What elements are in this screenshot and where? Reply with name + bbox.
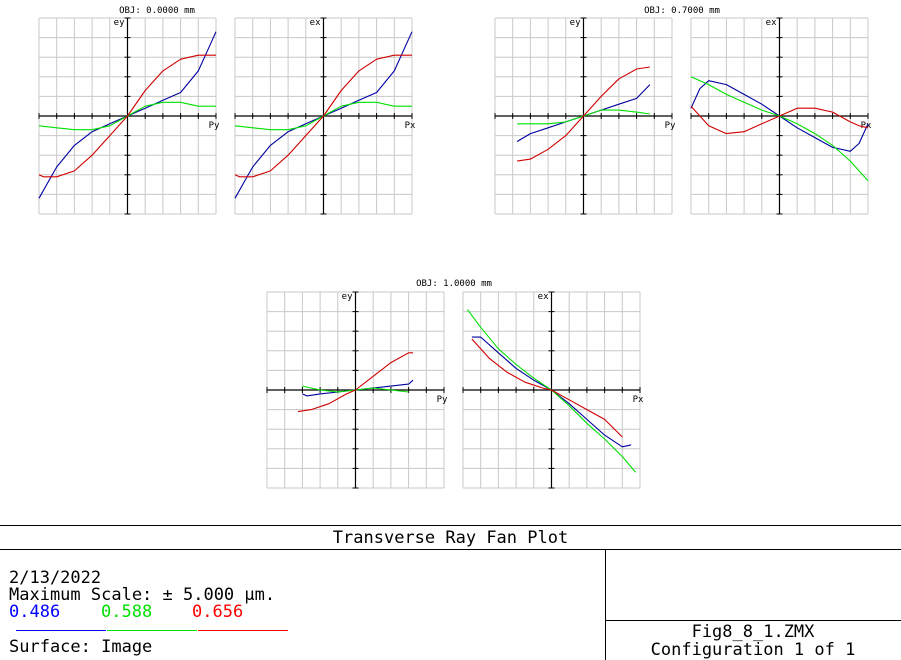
wavelength-label-2: 0.588 xyxy=(101,602,153,622)
configuration-text: Configuration 1 of 1 xyxy=(650,640,856,660)
info-footer: Transverse Ray Fan Plot 2/13/2022 Maximu… xyxy=(0,525,901,660)
wavelength-label-3: 0.656 xyxy=(192,602,244,622)
wavelength-line-3 xyxy=(198,630,288,631)
field-title-2: OBJ: 0.7000 mm xyxy=(644,6,720,16)
field3-ey-series-0.656 xyxy=(297,352,413,413)
wavelength-label-1: 0.486 xyxy=(9,602,61,622)
field3-ex-y-label: ex xyxy=(538,292,549,302)
field1-ey-y-label: ey xyxy=(114,18,125,28)
title-divider xyxy=(0,549,901,550)
field2-ex-y-label: ex xyxy=(766,18,777,28)
field1-ex-y-label: ex xyxy=(310,18,321,28)
field-title-1: OBJ: 0.0000 mm xyxy=(119,6,195,16)
file-name: Fig8_8_1.ZMX xyxy=(691,622,815,642)
field1-ey-series-0.656 xyxy=(38,54,216,178)
field3-ex-x-label: Px xyxy=(633,395,644,405)
date-text: 2/13/2022 xyxy=(9,568,102,588)
wavelength-line-2 xyxy=(107,630,197,631)
ray-fan-plot-area: OBJ: 0.0000 mm ey Py ex Px OBJ: 0.7000 mm ey Py… xyxy=(38,6,872,489)
field3-ey-y-label: ey xyxy=(342,292,353,302)
field1-ex-series-0.656 xyxy=(234,54,412,178)
field2-ey-y-label: ey xyxy=(570,18,581,28)
field2-ey-series-0.656 xyxy=(517,66,650,162)
field2-ey-x-label: Py xyxy=(665,121,676,131)
field1-ey-x-label: Py xyxy=(209,121,220,131)
plot-title: Transverse Ray Fan Plot xyxy=(332,528,569,548)
field3-ey-x-label: Py xyxy=(437,395,448,405)
footer-top-border xyxy=(0,525,901,526)
field3-ex-series-0.656 xyxy=(471,338,623,438)
field2-ex-series-0.656 xyxy=(690,105,869,135)
file-box-top-border xyxy=(605,620,901,621)
footer-vertical-divider xyxy=(605,549,606,660)
surface-text: Surface: Image xyxy=(9,637,153,657)
field-title-3: OBJ: 1.0000 mm xyxy=(416,279,492,289)
wavelength-line-1 xyxy=(16,630,106,631)
field1-ex-x-label: Px xyxy=(405,121,416,131)
field2-ex-x-label: Px xyxy=(861,121,872,131)
max-scale-text: Maximum Scale: ± 5.000 µm. xyxy=(9,585,276,605)
